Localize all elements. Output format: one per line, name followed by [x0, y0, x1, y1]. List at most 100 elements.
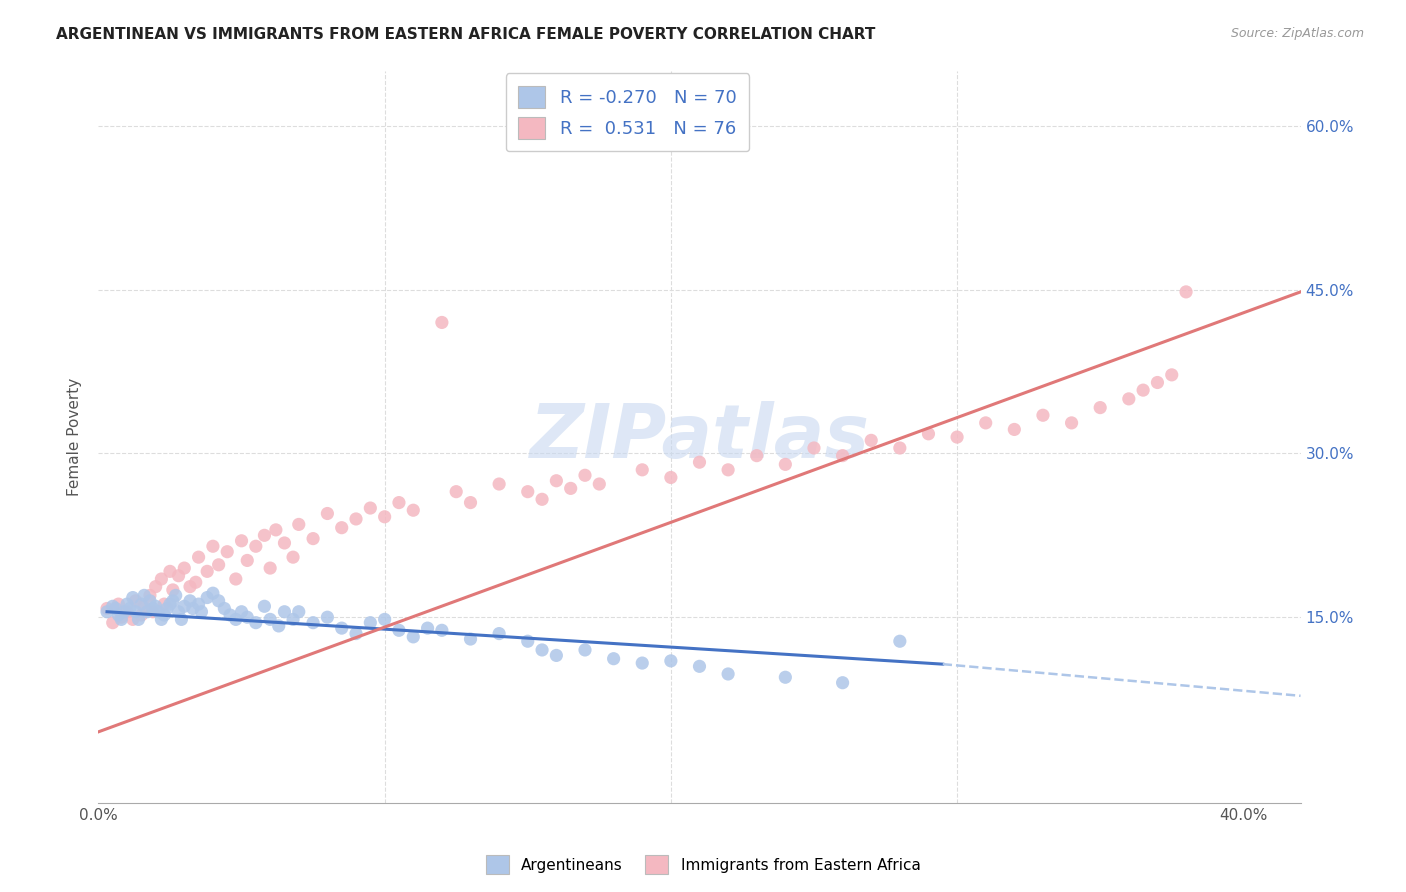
Point — [860, 434, 883, 448]
Point — [110, 610, 132, 624]
Point — [889, 634, 911, 648]
Point — [388, 624, 411, 638]
Text: ARGENTINEAN VS IMMIGRANTS FROM EASTERN AFRICA FEMALE POVERTY CORRELATION CHART: ARGENTINEAN VS IMMIGRANTS FROM EASTERN A… — [56, 27, 876, 42]
Point — [231, 533, 253, 548]
Point — [1002, 422, 1025, 436]
Point — [245, 539, 267, 553]
Point — [1175, 285, 1198, 299]
Point — [402, 630, 425, 644]
Point — [1088, 401, 1111, 415]
Point — [131, 607, 153, 622]
Point — [803, 441, 825, 455]
Point — [1132, 383, 1154, 397]
Point — [267, 619, 290, 633]
Point — [225, 572, 247, 586]
Point — [917, 426, 939, 441]
Point — [173, 599, 195, 614]
Point — [359, 615, 381, 630]
Point — [460, 632, 482, 646]
Text: ZIPatlas: ZIPatlas — [530, 401, 869, 474]
Point — [745, 449, 768, 463]
Point — [717, 463, 740, 477]
Point — [187, 550, 209, 565]
Legend: R = -0.270   N = 70, R =  0.531   N = 76: R = -0.270 N = 70, R = 0.531 N = 76 — [506, 73, 749, 152]
Point — [344, 626, 367, 640]
Point — [179, 580, 201, 594]
Point — [574, 468, 596, 483]
Point — [488, 626, 510, 640]
Point — [236, 553, 259, 567]
Point — [190, 605, 212, 619]
Point — [131, 597, 153, 611]
Point — [546, 474, 568, 488]
Point — [273, 536, 295, 550]
Point — [148, 605, 170, 619]
Point — [974, 416, 997, 430]
Point — [236, 610, 259, 624]
Point — [546, 648, 568, 663]
Point — [187, 597, 209, 611]
Point — [302, 532, 325, 546]
Point — [1160, 368, 1182, 382]
Point — [136, 605, 159, 619]
Point — [460, 495, 482, 509]
Point — [302, 615, 325, 630]
Point — [330, 621, 353, 635]
Point — [430, 624, 453, 638]
Point — [142, 601, 165, 615]
Point — [273, 605, 295, 619]
Point — [184, 575, 207, 590]
Point — [101, 615, 124, 630]
Point — [201, 586, 224, 600]
Point — [181, 601, 204, 615]
Point — [560, 482, 582, 496]
Point — [101, 599, 124, 614]
Point — [281, 550, 304, 565]
Point — [121, 591, 143, 605]
Point — [775, 670, 797, 684]
Point — [156, 601, 179, 615]
Point — [208, 594, 231, 608]
Legend: Argentineans, Immigrants from Eastern Africa: Argentineans, Immigrants from Eastern Af… — [479, 849, 927, 880]
Point — [139, 588, 162, 602]
Point — [444, 484, 467, 499]
Point — [219, 607, 242, 622]
Point — [179, 594, 201, 608]
Y-axis label: Female Poverty: Female Poverty — [67, 378, 83, 496]
Point — [124, 605, 146, 619]
Point — [259, 612, 281, 626]
Point — [104, 601, 127, 615]
Point — [167, 568, 190, 582]
Point — [516, 484, 538, 499]
Point — [259, 561, 281, 575]
Point — [659, 654, 682, 668]
Point — [516, 634, 538, 648]
Point — [359, 501, 381, 516]
Point — [167, 605, 190, 619]
Point — [288, 517, 311, 532]
Point — [659, 470, 682, 484]
Point — [831, 675, 853, 690]
Point — [588, 477, 610, 491]
Point — [107, 607, 129, 622]
Point — [1032, 409, 1054, 423]
Point — [162, 594, 184, 608]
Point — [173, 561, 195, 575]
Point — [217, 545, 239, 559]
Point — [145, 580, 167, 594]
Point — [689, 659, 711, 673]
Text: Source: ZipAtlas.com: Source: ZipAtlas.com — [1230, 27, 1364, 40]
Point — [170, 612, 193, 626]
Point — [531, 492, 554, 507]
Point — [121, 612, 143, 626]
Point — [288, 605, 311, 619]
Point — [602, 136, 624, 150]
Point — [253, 599, 276, 614]
Point — [153, 597, 176, 611]
Point — [574, 643, 596, 657]
Point — [253, 528, 276, 542]
Point — [374, 612, 396, 626]
Point — [531, 643, 554, 657]
Point — [134, 599, 156, 614]
Point — [139, 594, 162, 608]
